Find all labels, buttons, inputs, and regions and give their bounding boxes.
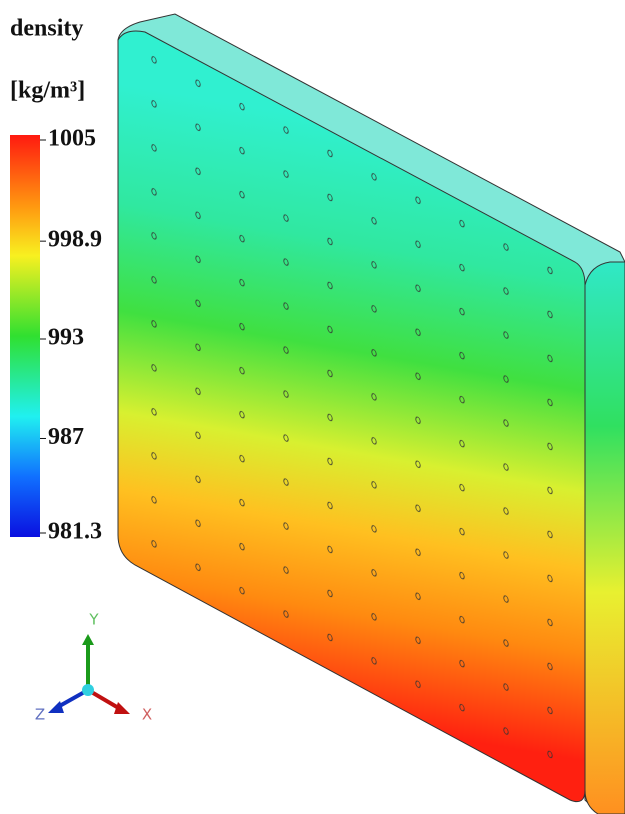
tick-label: 993 [48,324,84,350]
axis-label: X [142,706,152,724]
tick-label: 1005 [48,126,96,152]
tick-label: 998.9 [48,227,102,253]
axis-label: Y [88,611,99,629]
legend-title: density [10,16,83,42]
triad: Y Z X [35,611,152,724]
slab [117,13,625,814]
tick-label: 987 [48,424,84,450]
axis-label: Z [35,706,45,724]
tick-label: 981.3 [48,519,102,545]
legend-unit: [kg/m³] [10,78,85,104]
color-bar [10,135,40,537]
